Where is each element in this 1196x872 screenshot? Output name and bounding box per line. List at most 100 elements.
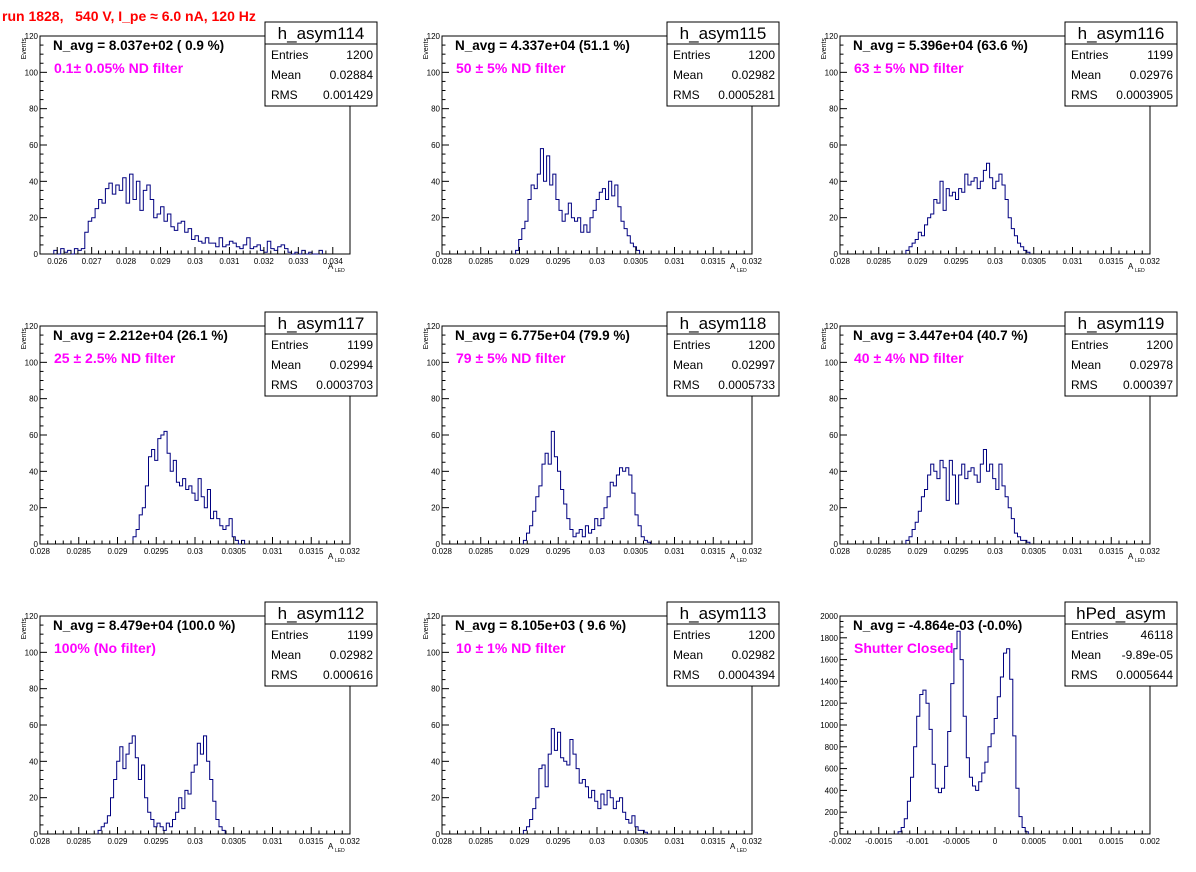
y-tick-label: 0 <box>34 830 39 839</box>
x-tick-label: 0.029 <box>907 257 928 266</box>
x-axis-label-subscript: LED <box>335 268 345 274</box>
stats-box-body <box>1064 43 1178 107</box>
histogram-panel-h_asym119: 0.028 0.0285 0.029 0.0295 0.03 0.0305 0.031 0.0… <box>821 311 1178 564</box>
y-tick-label: 60 <box>829 141 838 150</box>
x-tick-label: 0.032 <box>340 837 361 846</box>
stats-value: 0.0005644 <box>1116 668 1173 682</box>
y-tick-label: 60 <box>431 431 440 440</box>
filter-label: Shutter Closed <box>854 640 954 656</box>
stats-key: RMS <box>271 378 298 392</box>
n-avg-summary: N_avg = 8.105e+03 ( 9.6 %) <box>455 618 626 633</box>
x-tick-label: 0.001 <box>1062 837 1083 846</box>
stats-value: 0.0003905 <box>1116 88 1173 102</box>
x-tick-label: 0.0315 <box>701 547 726 556</box>
histogram-line <box>97 735 226 834</box>
stats-key: RMS <box>1071 378 1098 392</box>
histogram-panel-h_asym117: 0.028 0.0285 0.029 0.0295 0.03 0.0305 0.031 0.0… <box>21 311 378 564</box>
histogram-name: h_asym119 <box>1078 314 1165 333</box>
histogram-name: h_asym112 <box>278 604 365 623</box>
histogram-panel-hPed_asym: -0.002 -0.0015 -0.001 -0.0005 0 0.0005 0.001 0.… <box>820 601 1178 846</box>
y-tick-label: 120 <box>25 612 39 621</box>
x-tick-label: 0.028 <box>30 837 51 846</box>
stats-value: 1200 <box>346 48 373 62</box>
x-tick-label: 0.0295 <box>944 257 969 266</box>
stats-value: 1200 <box>1146 338 1173 352</box>
x-tick-label: -0.001 <box>906 837 929 846</box>
y-axis-label: Events <box>821 38 828 60</box>
stats-value: 0.02884 <box>330 68 374 82</box>
x-axis-label: A <box>1128 262 1134 271</box>
stats-box-body <box>1064 623 1178 687</box>
stats-value: 0.02997 <box>732 358 776 372</box>
n-avg-summary: N_avg = 6.775e+04 (79.9 %) <box>455 328 630 343</box>
y-tick-label: 80 <box>431 685 440 694</box>
stats-key: RMS <box>271 88 298 102</box>
y-tick-label: 20 <box>431 214 440 223</box>
n-avg-summary: N_avg = 3.447e+04 (40.7 %) <box>853 328 1028 343</box>
filter-label: 50 ± 5% ND filter <box>456 60 566 76</box>
filter-label: 0.1± 0.05% ND filter <box>54 60 184 76</box>
y-tick-label: 40 <box>431 467 440 476</box>
y-tick-label: 120 <box>427 322 441 331</box>
y-tick-label: 200 <box>825 808 839 817</box>
y-tick-label: 0 <box>834 830 839 839</box>
histogram-line <box>515 148 641 254</box>
y-tick-label: 1600 <box>820 656 838 665</box>
x-tick-label: 0.0295 <box>944 547 969 556</box>
x-axis-label-subscript: LED <box>335 848 345 854</box>
y-tick-label: 120 <box>25 32 39 41</box>
n-avg-summary: N_avg = 2.212e+04 (26.1 %) <box>53 328 228 343</box>
x-tick-label: 0.002 <box>1140 837 1161 846</box>
y-tick-label: 800 <box>825 743 839 752</box>
y-tick-label: 80 <box>829 395 838 404</box>
x-tick-label: 0.0305 <box>222 837 247 846</box>
stats-value: 0.02994 <box>330 358 374 372</box>
x-tick-label: 0.032 <box>742 547 763 556</box>
y-tick-label: 100 <box>25 358 39 367</box>
x-tick-label: 0.0315 <box>1099 257 1124 266</box>
histogram-name: h_asym116 <box>1078 24 1165 43</box>
x-tick-label: 0.029 <box>509 257 530 266</box>
x-tick-label: 0.03 <box>589 547 605 556</box>
x-tick-label: 0.031 <box>262 547 283 556</box>
y-tick-label: 20 <box>29 214 38 223</box>
n-avg-summary: N_avg = 8.037e+02 ( 0.9 %) <box>53 38 224 53</box>
y-tick-label: 1800 <box>820 634 838 643</box>
x-tick-label: 0.027 <box>82 257 103 266</box>
y-tick-label: 80 <box>29 105 38 114</box>
stats-key: RMS <box>1071 668 1098 682</box>
x-tick-label: 0.0295 <box>144 547 169 556</box>
y-tick-label: 1200 <box>820 699 838 708</box>
stats-key: Mean <box>1071 648 1101 662</box>
y-tick-label: 60 <box>29 431 38 440</box>
x-tick-label: 0.0295 <box>546 837 571 846</box>
x-tick-label: 0.0305 <box>624 837 649 846</box>
histogram-panel-h_asym118: 0.028 0.0285 0.029 0.0295 0.03 0.0305 0.031 0.0… <box>423 311 780 564</box>
x-axis-label-subscript: LED <box>737 848 747 854</box>
n-avg-summary: N_avg = 8.479e+04 (100.0 %) <box>53 618 235 633</box>
x-tick-label: 0.0315 <box>299 547 324 556</box>
y-tick-label: 80 <box>29 685 38 694</box>
n-avg-summary: N_avg = 5.396e+04 (63.6 %) <box>853 38 1028 53</box>
histogram-line <box>897 630 1029 834</box>
n-avg-summary: N_avg = 4.337e+04 (51.1 %) <box>455 38 630 53</box>
histogram-line <box>905 449 1031 544</box>
x-tick-label: 0.0295 <box>546 257 571 266</box>
x-tick-label: 0.0285 <box>867 257 892 266</box>
stats-key: Entries <box>271 48 308 62</box>
y-tick-label: 60 <box>431 141 440 150</box>
y-tick-label: 120 <box>825 32 839 41</box>
stats-key: Entries <box>271 628 308 642</box>
stats-box: h_asym115 Entries 1200 Mean 0.02982 RMS 0.0005… <box>666 21 780 107</box>
x-tick-label: 0.0305 <box>1022 547 1047 556</box>
y-tick-label: 120 <box>825 322 839 331</box>
stats-box-body <box>264 333 378 397</box>
stats-value: 1199 <box>1147 48 1173 62</box>
stats-key: Entries <box>271 338 308 352</box>
stats-box: h_asym119 Entries 1200 Mean 0.02978 RMS 0.0003… <box>1064 311 1178 397</box>
stats-box-body <box>666 43 780 107</box>
x-axis-label: A <box>328 842 334 851</box>
x-tick-label: 0.0285 <box>469 837 494 846</box>
x-axis-label-subscript: LED <box>335 558 345 564</box>
